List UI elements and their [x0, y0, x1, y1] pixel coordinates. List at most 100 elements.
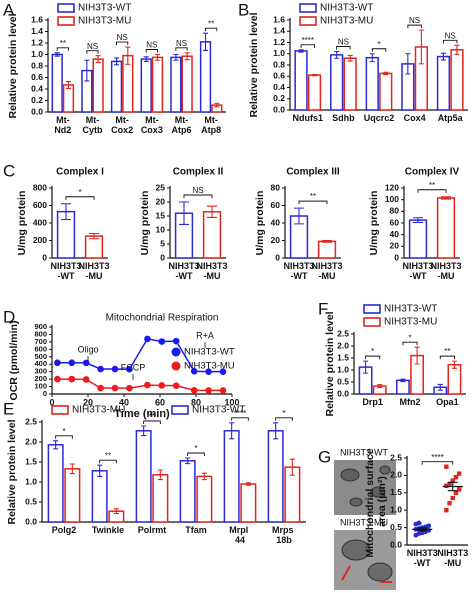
panel-label: E	[3, 399, 14, 418]
chart-title: Mitochondrial Respiration	[106, 313, 219, 324]
data-point	[172, 382, 180, 389]
y-tick-label: 40	[390, 229, 400, 239]
sig-label: **	[208, 19, 214, 28]
y-tick-label: 0.0	[390, 539, 402, 549]
error-bar	[369, 53, 375, 63]
panel-label: C	[3, 161, 15, 180]
error-bar	[201, 472, 207, 481]
sig-label: NS	[338, 38, 349, 47]
text-line: Mitochondrial surface	[364, 445, 376, 557]
sig-bracket	[365, 355, 381, 360]
x-tick-label: Twinkle	[92, 525, 124, 535]
y-tick-label: 100	[385, 194, 399, 204]
error-bar	[84, 59, 90, 82]
text-line: Atp6	[172, 125, 192, 135]
y-tick-label: 400	[34, 359, 47, 368]
error-bar	[179, 201, 189, 225]
sig-bracket	[183, 194, 213, 198]
text-line: NIH3T3	[50, 261, 81, 271]
y-tick-label: 120	[385, 182, 399, 192]
error-bar	[61, 203, 71, 221]
text-line: Atp8	[201, 125, 221, 135]
bar	[152, 474, 169, 523]
y-axis-label: Relative protein level	[324, 311, 336, 416]
text-line: -MU	[319, 271, 336, 281]
data-point	[444, 508, 449, 513]
bar	[365, 56, 379, 111]
bar	[267, 430, 284, 523]
x-tick-label: 100	[224, 397, 239, 407]
y-tick-label: 0	[275, 252, 280, 262]
y-tick-label: 5	[160, 238, 165, 248]
y-tick-label: 0	[43, 389, 47, 398]
y-tick-label: 1.0	[25, 476, 37, 486]
error-bar	[273, 422, 279, 440]
error-bar	[229, 422, 235, 440]
text-line: Uqcrc2	[364, 113, 395, 123]
text-line: Mfn2	[400, 397, 421, 407]
x-tick-label: NIH3T3 -MU	[311, 261, 342, 281]
data-point	[190, 367, 198, 375]
bar	[181, 55, 193, 113]
y-axis-label: Relative protein level	[7, 13, 19, 118]
sig-label: *	[78, 188, 81, 197]
sig-label: **	[60, 39, 66, 48]
y-tick-label: 400	[33, 217, 47, 227]
text-line: Mt-	[145, 115, 159, 125]
text-line: NIH3T3	[311, 261, 342, 271]
text-line: Mt-	[56, 115, 70, 125]
error-bar	[437, 383, 443, 391]
sig-label: **	[444, 347, 450, 356]
bar	[307, 74, 322, 111]
sig-bracket	[55, 435, 73, 439]
y-tick-label: 0	[42, 252, 47, 262]
x-tick-label: Mt-Cytb	[83, 115, 104, 135]
bar	[450, 49, 464, 111]
text-line: 18b	[276, 535, 292, 545]
text-line: -MU	[204, 271, 221, 281]
y-tick-label: 900	[34, 322, 47, 331]
sig-label: ****	[302, 36, 314, 45]
sig-bracket	[298, 200, 328, 205]
mito	[367, 562, 393, 582]
error-bar	[312, 74, 318, 77]
y-tick-label: 500	[34, 352, 47, 361]
error-bar	[125, 46, 131, 65]
series-line	[57, 378, 223, 392]
data-point	[190, 386, 198, 394]
panel-label: G	[318, 447, 331, 466]
data-point	[97, 384, 104, 392]
panel-label: A	[3, 0, 15, 19]
y-tick-label: 1.4	[31, 26, 43, 36]
error-bar	[143, 56, 149, 62]
sig-bracket	[275, 417, 293, 421]
text-line: Cox4	[404, 113, 426, 123]
bar	[447, 363, 462, 395]
x-tick-label: NIH3T3 -WT	[407, 548, 438, 568]
bar	[396, 379, 410, 395]
x-tick-label: 40	[119, 397, 129, 407]
sig-label: NS	[192, 186, 203, 195]
y-tick-label: 2.0	[337, 340, 349, 350]
data-point	[172, 337, 180, 345]
y-axis-label: OCR (pmol/min)	[8, 321, 20, 401]
x-axis-label: Time (min)	[114, 408, 170, 420]
data-point	[219, 368, 227, 375]
y-tick-label: 0.0	[337, 388, 349, 398]
sig-bracket	[402, 341, 418, 346]
data-point	[158, 382, 166, 389]
sig-bracket	[145, 49, 158, 53]
y-tick-label: 2.5	[390, 452, 402, 462]
legend-swatch	[299, 16, 317, 26]
legend-swatch	[171, 405, 189, 415]
error-bar	[294, 207, 304, 225]
data-point	[416, 520, 422, 526]
sig-bracket	[116, 41, 129, 46]
data-point	[144, 381, 151, 389]
y-tick-label: 2.5	[337, 328, 349, 338]
legend-swatch	[171, 361, 181, 371]
error-bar	[114, 57, 120, 66]
error-bar	[141, 425, 147, 437]
annotation: Oligo	[77, 344, 98, 354]
